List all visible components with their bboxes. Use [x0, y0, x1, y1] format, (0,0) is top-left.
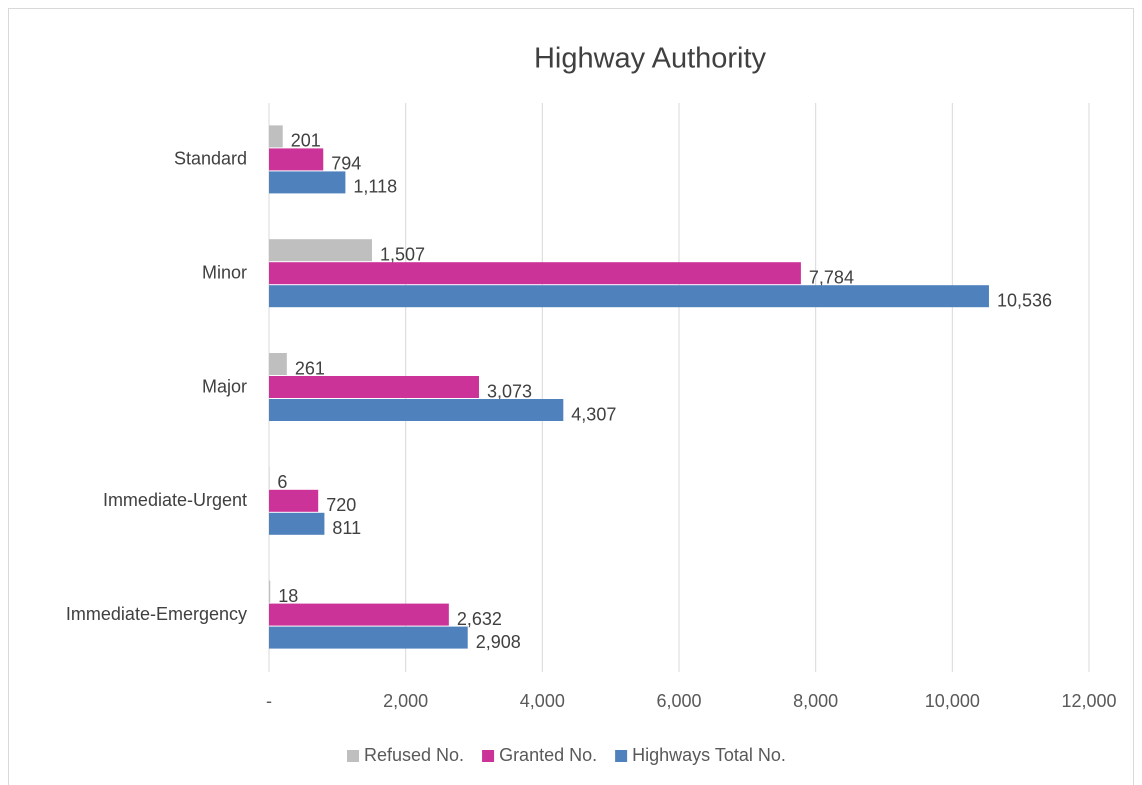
y-tick-label: Major	[202, 376, 247, 396]
x-tick-label: 6,000	[656, 691, 701, 711]
bar	[269, 512, 325, 535]
bar	[269, 171, 346, 194]
chart-title: Highway Authority	[534, 43, 767, 75]
bar	[269, 285, 989, 308]
data-label: 7,784	[809, 267, 854, 287]
x-tick-label: 8,000	[793, 691, 838, 711]
data-label: 794	[331, 154, 361, 174]
bar	[269, 353, 287, 375]
chart-frame	[8, 8, 1134, 785]
data-label: 4,307	[571, 404, 616, 424]
bar	[269, 125, 283, 148]
bar	[269, 399, 564, 421]
x-tick-label: -	[266, 691, 272, 711]
legend-label: Refused No.	[364, 745, 464, 765]
data-label: 6	[277, 472, 287, 492]
x-tick-label: 2,000	[383, 691, 428, 711]
data-label: 18	[278, 586, 298, 606]
bar	[269, 489, 319, 512]
data-label: 1,507	[380, 244, 425, 264]
data-label: 10,536	[997, 290, 1052, 310]
data-label: 3,073	[487, 381, 532, 401]
legend-swatch	[347, 750, 359, 762]
bar	[269, 603, 449, 626]
y-tick-label: Immediate-Emergency	[66, 604, 247, 624]
x-tick-label: 12,000	[1061, 691, 1116, 711]
legend-swatch	[615, 750, 628, 762]
bar	[269, 376, 479, 398]
bar	[269, 580, 271, 603]
data-label: 720	[326, 495, 356, 515]
legend-label: Highways Total No.	[632, 745, 786, 765]
x-tick-label: 10,000	[925, 691, 980, 711]
bar	[269, 239, 372, 262]
legend-swatch	[482, 750, 495, 762]
data-label: 261	[295, 358, 325, 378]
y-tick-label: Minor	[202, 262, 247, 282]
data-label: 2,632	[457, 609, 502, 629]
data-label: 201	[291, 131, 321, 151]
data-label: 811	[332, 518, 361, 538]
y-tick-label: Immediate-Urgent	[103, 490, 247, 510]
bar	[269, 626, 468, 649]
data-label: 1,118	[353, 177, 397, 197]
data-label: 2,908	[476, 632, 521, 652]
legend-label: Granted No.	[499, 745, 597, 765]
y-tick-label: Standard	[174, 149, 247, 169]
x-tick-label: 4,000	[520, 691, 565, 711]
bar	[269, 262, 801, 285]
bar	[269, 148, 324, 171]
